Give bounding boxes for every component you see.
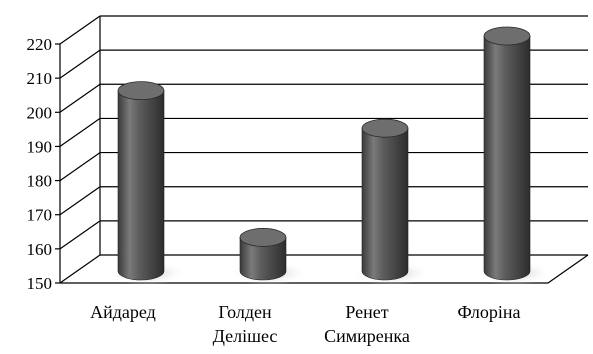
gridline-slant	[59, 220, 101, 250]
y-tick-label: 200	[27, 103, 53, 122]
category-label-line: Голден	[218, 302, 272, 322]
bar-top	[239, 228, 287, 247]
category-label-line: Флоріна	[458, 302, 521, 322]
category-label: Флоріна	[458, 302, 521, 322]
gridline-slant	[59, 152, 101, 182]
gridline-slant	[59, 83, 101, 113]
category-label-line: Айдаред	[90, 302, 156, 322]
y-axis-ticks: 150 160 170 180 190 200 210 220	[27, 35, 53, 293]
bar	[230, 228, 308, 285]
bar-body	[483, 35, 531, 281]
category-label: Голден Делішес	[213, 302, 278, 346]
gridline-slant	[59, 186, 101, 216]
gridline-slant	[59, 117, 101, 147]
bar-top	[361, 118, 409, 138]
category-label-line: Ренет	[345, 302, 388, 322]
bar-body	[117, 90, 165, 281]
category-label: Айдаред	[90, 302, 156, 322]
bar	[108, 81, 186, 285]
category-label-line: Делішес	[213, 326, 278, 346]
category-label: Ренет Симиренка	[324, 302, 410, 346]
category-label-line: Симиренка	[324, 326, 410, 346]
y-tick-label: 170	[27, 206, 53, 225]
category-labels: Айдаред Голден Делішес Ренет Симиренка Флорін…	[90, 302, 520, 346]
floor-edge	[60, 254, 589, 284]
y-tick-label: 220	[27, 35, 53, 54]
bar	[352, 118, 430, 285]
gridline-slant	[59, 15, 101, 45]
y-tick-label: 150	[27, 274, 53, 293]
y-tick-label: 190	[27, 137, 53, 156]
bar-body	[239, 237, 287, 281]
chart-frame	[59, 16, 589, 284]
bar-body	[361, 127, 409, 281]
gridline-slant	[59, 49, 101, 79]
y-tick-label: 180	[27, 172, 53, 191]
bar	[474, 26, 552, 285]
gridline-slant	[59, 254, 101, 284]
bar-top	[117, 81, 165, 101]
bar-top	[483, 26, 531, 46]
y-tick-label: 210	[27, 69, 53, 88]
y-tick-label: 160	[27, 240, 53, 259]
bars	[108, 26, 552, 285]
